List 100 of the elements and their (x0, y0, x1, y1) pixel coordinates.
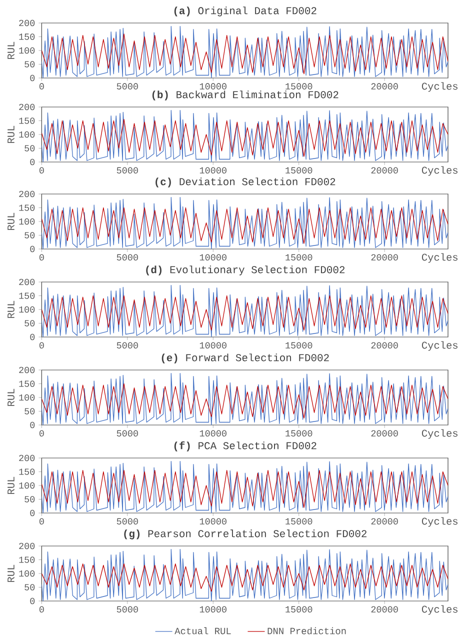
x-axis-title: Cycles (422, 341, 458, 351)
line-series (42, 110, 448, 162)
x-tick-label: 20000 (371, 83, 398, 90)
x-tick-label: 5000 (116, 430, 138, 436)
y-tick-label: 150 (19, 380, 35, 387)
x-tick-label: 5000 (116, 342, 138, 348)
x-tick-label: 10000 (200, 518, 226, 524)
x-tick-label: 15000 (286, 167, 312, 174)
x-axis-title: Cycles (422, 605, 458, 615)
y-axis-title: RUL (8, 388, 14, 406)
line-series (42, 207, 448, 244)
x-tick-label: 0 (39, 342, 44, 348)
x-tick-label: 15000 (286, 83, 312, 90)
line-series (42, 295, 448, 330)
y-tick-label: 150 (19, 292, 35, 299)
chart-title: (b) Backward Elimination FD002 (152, 90, 338, 100)
y-tick-label: 50 (24, 320, 35, 326)
x-axis-title: Cycles (422, 517, 458, 527)
y-tick-label: 0 (30, 158, 35, 166)
y-axis-title: RUL (8, 564, 14, 582)
x-tick-label: 15000 (286, 254, 312, 260)
y-tick-label: 100 (19, 47, 35, 54)
x-tick-label: 0 (39, 606, 44, 612)
y-tick-label: 100 (19, 482, 35, 489)
y-tick-label: 200 (19, 20, 35, 26)
x-tick-label: 0 (39, 430, 44, 436)
chart-title: (d) Evolutionary Selection FD002 (146, 266, 345, 276)
x-tick-label: 15000 (286, 342, 312, 348)
x-axis-title: Cycles (422, 166, 458, 176)
chart-title: (f) PCA Selection FD002 (174, 441, 316, 452)
x-axis-title: Cycles (422, 82, 458, 92)
y-tick-label: 0 (30, 334, 35, 340)
y-axis-title: RUL (8, 126, 14, 143)
line-series (42, 470, 448, 508)
y-tick-label: 100 (19, 218, 35, 225)
x-tick-label: 5000 (116, 254, 138, 260)
legend-label: Actual RUL (174, 627, 231, 634)
y-axis-title: RUL (8, 42, 14, 59)
x-tick-label: 10000 (200, 342, 226, 348)
x-tick-label: 10000 (200, 606, 226, 612)
y-tick-label: 150 (19, 118, 35, 124)
y-tick-label: 150 (19, 468, 35, 475)
y-tick-label: 50 (24, 61, 35, 68)
y-tick-label: 150 (19, 556, 35, 563)
x-axis-title: Cycles (422, 253, 458, 263)
y-tick-label: 0 (30, 246, 35, 252)
x-tick-label: 10000 (200, 167, 226, 174)
y-tick-label: 0 (30, 74, 35, 82)
x-tick-label: 20000 (371, 606, 398, 612)
x-tick-label: 10000 (200, 83, 226, 90)
y-tick-label: 200 (19, 366, 35, 374)
y-tick-label: 200 (19, 454, 35, 462)
x-tick-label: 5000 (116, 83, 138, 90)
x-tick-label: 20000 (371, 518, 398, 524)
chart-title: (c) Deviation Selection FD002 (156, 178, 336, 188)
y-tick-label: 150 (19, 204, 35, 211)
x-tick-label: 0 (39, 518, 44, 524)
legend-label: DNN Prediction (268, 627, 346, 634)
line-series (42, 284, 448, 337)
x-tick-label: 15000 (286, 606, 312, 612)
line-series (42, 34, 448, 74)
x-tick-label: 10000 (200, 430, 226, 436)
y-tick-label: 200 (19, 278, 35, 286)
line-series (42, 372, 448, 425)
y-tick-label: 50 (24, 496, 35, 502)
x-tick-label: 0 (39, 167, 44, 174)
line-series (42, 119, 448, 157)
line-series (42, 460, 448, 513)
x-tick-label: 5000 (116, 606, 138, 612)
y-tick-label: 0 (30, 422, 35, 428)
line-series (42, 383, 448, 418)
y-tick-label: 0 (30, 510, 35, 516)
y-tick-label: 50 (24, 145, 35, 152)
x-tick-label: 5000 (116, 518, 138, 524)
y-tick-label: 200 (19, 104, 35, 110)
x-tick-label: 20000 (371, 342, 398, 348)
x-axis-title: Cycles (422, 429, 458, 439)
y-tick-label: 100 (19, 570, 35, 577)
line-series (42, 196, 448, 249)
y-axis-title: RUL (8, 300, 14, 318)
x-tick-label: 5000 (116, 167, 138, 174)
y-tick-label: 50 (24, 232, 35, 238)
y-tick-label: 50 (24, 408, 35, 414)
y-tick-label: 100 (19, 306, 35, 313)
y-tick-label: 50 (24, 584, 35, 590)
x-tick-label: 20000 (371, 254, 398, 260)
y-tick-label: 100 (19, 131, 35, 138)
line-series (42, 26, 448, 78)
y-axis-title: RUL (8, 212, 14, 230)
y-tick-label: 100 (19, 394, 35, 401)
y-axis-title: RUL (8, 476, 14, 494)
x-tick-label: 15000 (286, 430, 312, 436)
line-series (42, 548, 448, 601)
x-tick-label: 0 (39, 254, 44, 260)
y-tick-label: 200 (19, 190, 35, 198)
x-tick-label: 10000 (200, 254, 226, 260)
chart-title: (g) Pearson Correlation Selection FD002 (124, 530, 366, 540)
line-series (42, 564, 448, 592)
x-tick-label: 15000 (286, 518, 312, 524)
x-tick-label: 0 (39, 83, 44, 90)
